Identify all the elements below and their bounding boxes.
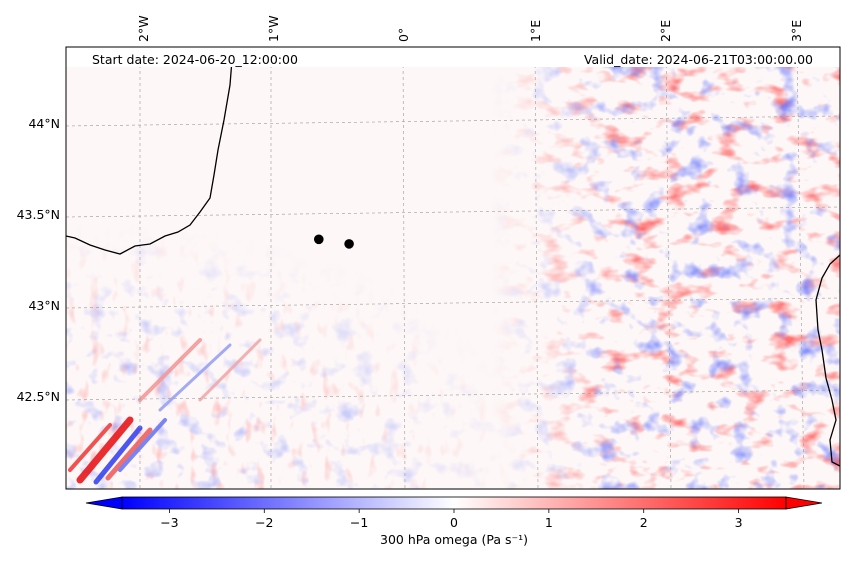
graticule xyxy=(66,47,840,489)
colorbar-gradient xyxy=(121,496,787,510)
colorbar: −3 −2 −1 0 1 2 3 300 hPa omega (Pa s⁻¹) xyxy=(85,496,823,547)
colorbar-tick-label: −2 xyxy=(255,515,273,530)
colorbar-tick-label: 0 xyxy=(450,515,458,530)
colorbar-tick-label: 3 xyxy=(735,515,743,530)
lon-label: 1°W xyxy=(266,15,281,42)
colorbar-tick-label: −1 xyxy=(350,515,368,530)
lon-label: 0° xyxy=(396,28,411,42)
lat-label: 43.5°N xyxy=(17,207,60,222)
colorbar-tick-label: −3 xyxy=(160,515,178,530)
lon-label: 2°W xyxy=(136,15,151,42)
longitude-labels: 2°W 1°W 0° 1°E 2°E 3°E xyxy=(136,15,804,42)
point-marker xyxy=(344,239,354,249)
header-strip xyxy=(66,47,840,67)
colorbar-tick-label: 1 xyxy=(545,515,553,530)
colorbar-ticks: −3 −2 −1 0 1 2 3 xyxy=(160,509,743,530)
start-date-label: Start date: 2024-06-20_12:00:00 xyxy=(92,52,298,67)
map-frame xyxy=(65,46,841,490)
colorbar-low-extend xyxy=(85,496,123,510)
lon-label: 2°E xyxy=(658,20,673,42)
colorbar-label: 300 hPa omega (Pa s⁻¹) xyxy=(380,532,528,547)
latitude-labels: 44°N 43.5°N 43°N 42.5°N xyxy=(17,116,60,404)
valid-date-label: Valid_date: 2024-06-21T03:00:00.00 xyxy=(584,52,813,67)
coastline-west xyxy=(66,47,234,255)
lon-label: 3°E xyxy=(789,20,804,42)
lat-label: 43°N xyxy=(28,298,60,313)
colorbar-tick-label: 2 xyxy=(640,515,648,530)
omega-field: Start date: 2024-06-20_12:00:00 Valid_da… xyxy=(66,47,840,489)
lat-label: 44°N xyxy=(28,116,60,131)
colorbar-high-extend xyxy=(785,496,823,510)
sw-streaks xyxy=(68,338,262,485)
coastline-east xyxy=(815,254,840,467)
lon-label: 1°E xyxy=(528,20,543,42)
point-marker xyxy=(314,234,324,245)
lat-label: 42.5°N xyxy=(17,389,60,404)
